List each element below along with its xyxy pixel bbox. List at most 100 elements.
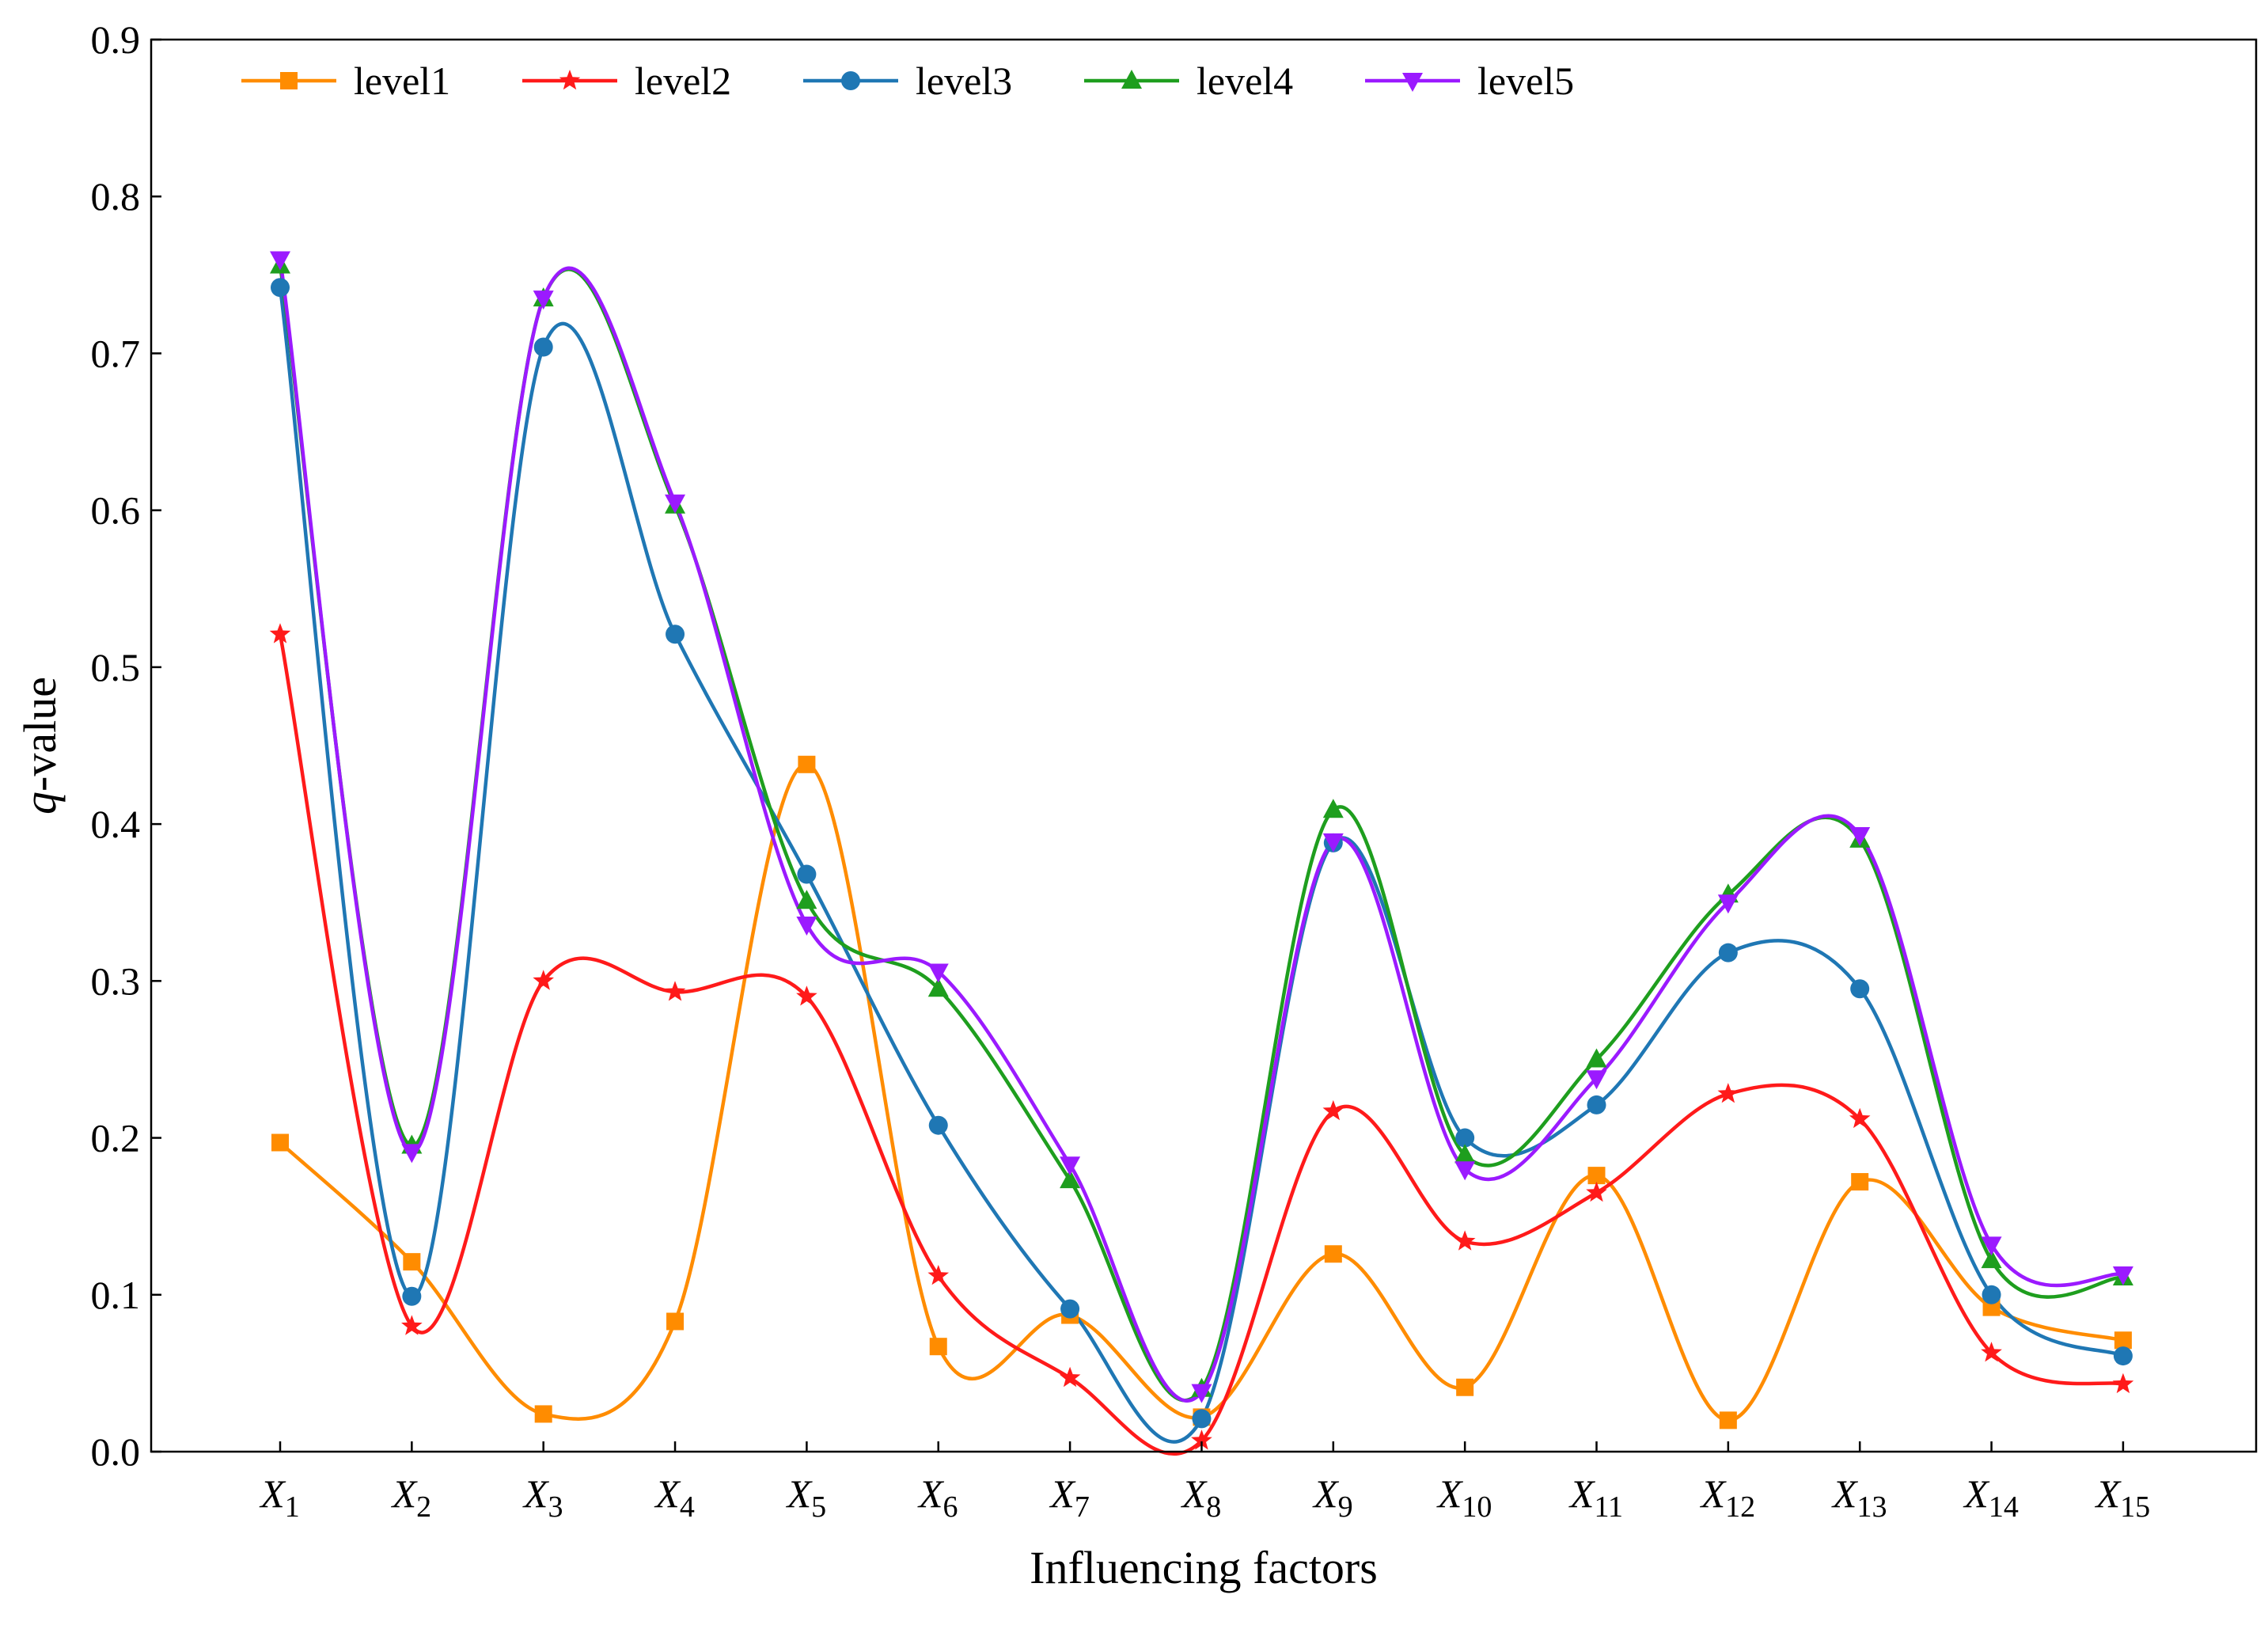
x-tick-label-X4: X4 [654, 1471, 695, 1524]
x-tick-label-base: X [259, 1471, 286, 1516]
legend-marker-level2 [559, 70, 581, 90]
x-tick-label-base: X [2095, 1471, 2122, 1516]
marker-level4-9 [1322, 799, 1344, 818]
y-tick-label-4: 0.4 [91, 802, 141, 846]
marker-level4-5 [796, 890, 817, 909]
marker-level3-10 [1455, 1128, 1475, 1148]
marker-level2-12 [1717, 1083, 1739, 1103]
marker-level1-5 [798, 755, 816, 773]
marker-level2-14 [1981, 1342, 2002, 1362]
marker-level3-1 [271, 278, 290, 298]
x-tick-label-sub: 8 [1206, 1490, 1221, 1524]
marker-level5-3 [533, 290, 554, 310]
marker-level4-14 [1981, 1249, 2002, 1269]
y-tick-label-9: 0.9 [91, 17, 141, 62]
x-tick-label-X1: X1 [259, 1471, 300, 1524]
series-line-level1 [279, 762, 2124, 1422]
series-lines-group [278, 259, 2124, 1456]
x-tick-label-X6: X6 [917, 1471, 958, 1524]
marker-level4-11 [1586, 1048, 1607, 1068]
x-tick-label-sub: 12 [1725, 1490, 1755, 1524]
marker-level1-10 [1456, 1378, 1474, 1396]
marker-level1-3 [534, 1405, 552, 1423]
x-tick-label-sub: 11 [1594, 1490, 1623, 1524]
y-tick-label-1: 0.1 [91, 1273, 141, 1317]
x-tick-label-X9: X9 [1312, 1471, 1353, 1524]
marker-level4-6 [927, 978, 949, 997]
x-axis-title: Influencing factors [1030, 1542, 1378, 1593]
marker-level1-2 [403, 1253, 421, 1271]
marker-level2-11 [1586, 1181, 1607, 1202]
legend-marker-level1 [280, 72, 298, 89]
marker-level3-11 [1587, 1095, 1606, 1114]
marker-level3-6 [928, 1115, 948, 1135]
marker-level2-1 [269, 623, 291, 644]
legend-label-level5: level5 [1477, 59, 1574, 103]
marker-level2-10 [1454, 1230, 1476, 1251]
x-tick-label-sub: 6 [943, 1490, 958, 1524]
series-line-level4 [278, 265, 2124, 1403]
x-tick-label-X7: X7 [1049, 1471, 1090, 1524]
y-axis-title: q-value [14, 677, 66, 814]
marker-level3-15 [2113, 1346, 2133, 1366]
x-tick-label-X13: X13 [1831, 1471, 1887, 1524]
marker-level5-8 [1191, 1384, 1212, 1403]
marker-level5-5 [796, 916, 817, 936]
marker-level5-12 [1717, 894, 1739, 914]
marker-level3-5 [797, 864, 817, 884]
x-tick-label-base: X [1049, 1471, 1076, 1516]
x-tick-label-sub: 7 [1075, 1490, 1090, 1524]
marker-level5-6 [927, 963, 949, 983]
marker-level4-10 [1454, 1144, 1476, 1164]
y-tick-label-3: 0.3 [91, 959, 141, 1003]
x-tick-label-sub: 4 [680, 1490, 695, 1524]
marker-level5-1 [270, 251, 290, 271]
marker-level2-3 [533, 970, 554, 990]
marker-level5-10 [1454, 1161, 1476, 1181]
x-tick-label-base: X [1831, 1471, 1859, 1516]
marker-level5-14 [1981, 1236, 2002, 1256]
y-axis-title-text: -value [14, 677, 66, 792]
x-tick-label-X5: X5 [786, 1471, 827, 1524]
marker-level5-15 [2112, 1266, 2133, 1286]
y-axis-title-prefix: q [14, 792, 66, 814]
x-tick-label-sub: 14 [1989, 1490, 2019, 1524]
marker-level3-4 [666, 625, 685, 644]
x-tick-label-X2: X2 [391, 1471, 432, 1524]
x-tick-label-sub: 13 [1856, 1490, 1887, 1524]
marker-level5-2 [401, 1144, 423, 1164]
y-tick-label-2: 0.2 [91, 1116, 141, 1160]
x-tick-label-sub: 1 [285, 1490, 300, 1524]
x-tick-label-base: X [786, 1471, 814, 1516]
marker-level2-15 [2112, 1373, 2134, 1394]
marker-level3-3 [533, 337, 553, 357]
x-tick-label-base: X [1963, 1471, 1990, 1516]
marker-level1-11 [1587, 1167, 1606, 1185]
marker-level5-4 [665, 494, 686, 514]
x-tick-label-X10: X10 [1436, 1471, 1492, 1524]
x-tick-label-base: X [1568, 1471, 1596, 1516]
y-tick-label-0: 0.0 [91, 1429, 141, 1474]
x-tick-label-base: X [1436, 1471, 1464, 1516]
marker-level2-2 [401, 1315, 423, 1335]
axes-group: 0.00.10.20.30.40.50.60.70.80.9X1 X2 X3 X4 X5… [91, 17, 2151, 1524]
marker-level5-13 [1849, 826, 1871, 846]
series-line-level5 [278, 259, 2124, 1403]
legend-label-level1: level1 [354, 59, 450, 103]
marker-level3-13 [1850, 979, 1870, 999]
x-tick-label-sub: 3 [548, 1490, 563, 1524]
series-line-level2 [278, 633, 2124, 1456]
x-tick-label-base: X [391, 1471, 419, 1516]
x-tick-label-base: X [1312, 1471, 1340, 1516]
x-tick-label-sub: 15 [2120, 1490, 2150, 1524]
marker-level2-5 [796, 985, 817, 1006]
x-tick-label-X12: X12 [1700, 1471, 1756, 1524]
series-markers-group [269, 251, 2134, 1450]
y-tick-label-7: 0.7 [91, 331, 141, 375]
marker-level3-12 [1718, 943, 1738, 962]
marker-level3-2 [402, 1286, 422, 1306]
legend-marker-level4 [1121, 70, 1142, 89]
x-tick-label-X11: X11 [1568, 1471, 1623, 1524]
